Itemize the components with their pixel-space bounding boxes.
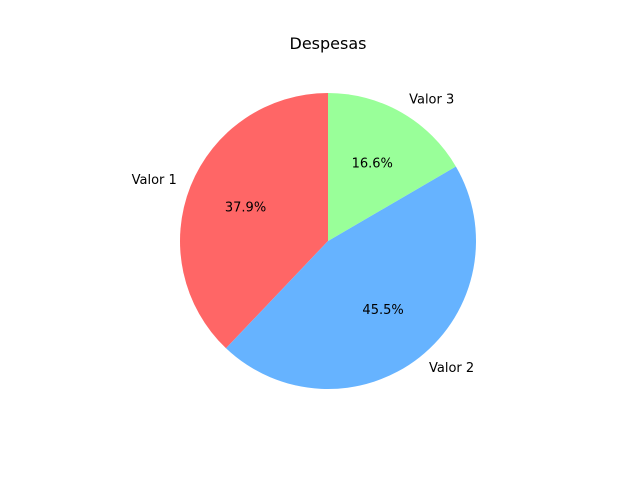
pie-slice-3	[328, 93, 456, 241]
pie-labels: 37.9% Valor 1 45.5% Valor 2 16.6% Valor 3	[132, 92, 475, 376]
chart-title: Despesas	[290, 34, 367, 53]
pie-slice-label-3: Valor 3	[409, 92, 454, 107]
pie-slice-label-1: Valor 1	[132, 173, 177, 188]
pie-pct-label-3: 16.6%	[352, 157, 393, 172]
pie-pct-label-2: 45.5%	[362, 303, 403, 318]
pie-slices	[179, 93, 477, 390]
pie-slice-1	[179, 93, 328, 349]
pie-slice-2	[226, 166, 477, 390]
pie-pct-label-1: 37.9%	[225, 201, 266, 216]
pie-slice-label-2: Valor 2	[429, 361, 474, 376]
